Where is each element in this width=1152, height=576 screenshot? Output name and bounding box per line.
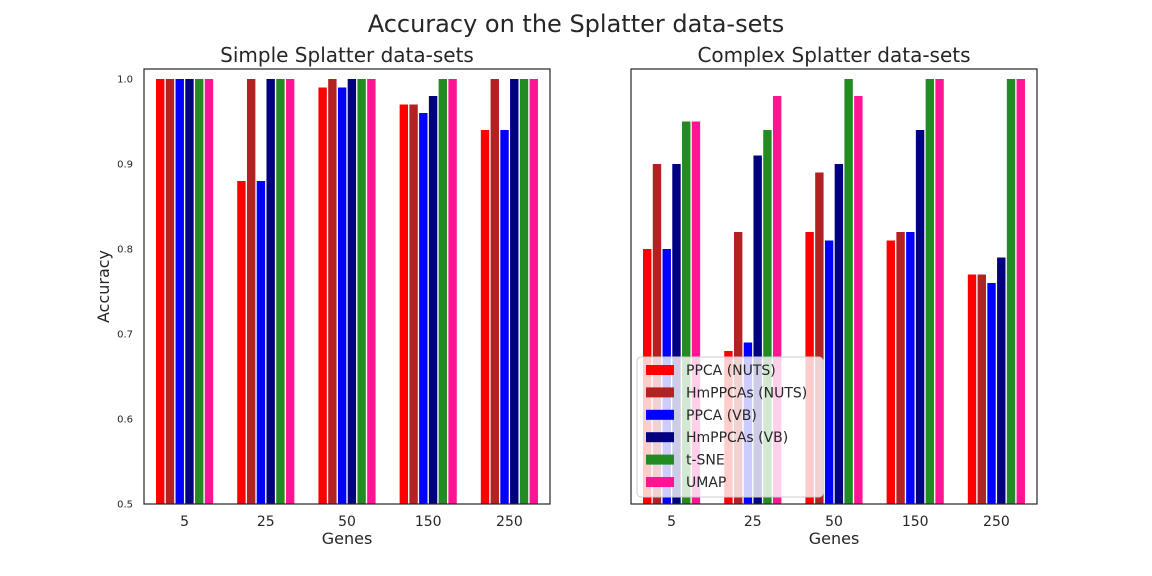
bar-panel2-series5-25	[763, 130, 772, 504]
legend-label-2: HmPPCAs (NUTS)	[686, 385, 807, 401]
bar-panel1-series5-150	[438, 79, 448, 504]
legend-swatch-2	[646, 387, 674, 398]
bar-panel1-series5-25	[276, 79, 285, 504]
bar-panel1-series6-150	[448, 79, 457, 504]
legend-label-6: UMAP	[686, 475, 726, 491]
bar-panel1-series3-25	[256, 181, 266, 504]
bar-panel2-series5-150	[925, 79, 935, 504]
bar-panel1-series1-150	[399, 104, 409, 504]
bar-panel2-series2-5	[652, 164, 662, 504]
bar-panel1-series6-25	[285, 79, 295, 504]
bar-panel1-series4-50	[347, 79, 357, 504]
bar-panel2-series3-150	[906, 232, 915, 504]
x-axis-label-1: Genes	[322, 529, 373, 548]
x-tick-label-1-5: 5	[180, 514, 189, 530]
bar-panel2-series6-150	[935, 79, 944, 504]
x-tick-label-1-25: 25	[257, 514, 275, 530]
legend-swatch-4	[646, 432, 674, 443]
bar-panel1-series3-250	[500, 130, 509, 504]
bar-panel2-series6-250	[1016, 79, 1025, 504]
bar-panel1-series2-250	[490, 79, 499, 504]
bar-panel1-series3-5	[175, 79, 184, 504]
x-tick-label-2-50: 50	[825, 514, 843, 530]
bar-panel2-series4-50	[834, 164, 844, 504]
bar-panel1-series4-25	[266, 79, 275, 504]
x-tick-label-1-250: 250	[496, 514, 523, 530]
legend-label-5: t-SNE	[686, 453, 725, 469]
bar-panel2-series5-50	[844, 79, 853, 504]
bar-panel1-series2-25	[246, 79, 256, 504]
bar-panel2-series6-5	[691, 121, 701, 504]
bar-panel1-series3-50	[337, 87, 347, 504]
x-tick-label-1-150: 150	[415, 514, 442, 530]
legend-label-4: HmPPCAs (VB)	[686, 430, 788, 446]
bar-panel1-series1-250	[480, 130, 490, 504]
panel-1: Simple Splatter data-sets 5 25 50 150 250 Gene…	[94, 43, 551, 548]
y-axis-label-1: Accuracy	[94, 250, 113, 323]
legend-swatch-3	[646, 409, 674, 420]
x-tick-label-2-5: 5	[667, 514, 676, 530]
legend-label-1: PPCA (NUTS)	[686, 363, 776, 379]
x-tick-label-2-25: 25	[744, 514, 762, 530]
x-tick-label-2-250: 250	[983, 514, 1010, 530]
panel-title-1: Simple Splatter data-sets	[220, 43, 474, 67]
x-axis-label-2: Genes	[809, 529, 860, 548]
bar-panel2-series2-150	[896, 232, 905, 504]
x-tick-label-1-50: 50	[338, 514, 356, 530]
bar-panel1-series1-50	[318, 87, 327, 504]
bar-panel1-series6-5	[204, 79, 214, 504]
bar-panel2-series4-150	[915, 130, 925, 504]
legend: PPCA (NUTS) HmPPCAs (NUTS) PPCA (VB) HmPPCA…	[636, 356, 824, 498]
y-tick-label-1-0.8: 0.8	[117, 245, 133, 256]
bar-panel1-series2-50	[328, 79, 337, 504]
y-tick-label-1-0.7: 0.7	[117, 330, 133, 341]
bar-panel2-series2-250	[977, 274, 986, 504]
bar-panel1-series5-5	[195, 79, 204, 504]
bar-panel1-series4-250	[510, 79, 519, 504]
bar-panel1-series3-150	[419, 113, 428, 504]
figure-title: Accuracy on the Splatter data-sets	[368, 10, 785, 38]
y-tick-label-1-1.0: 1.0	[117, 75, 133, 86]
bar-panel1-series4-5	[185, 79, 194, 504]
bar-panel1-series1-25	[237, 181, 246, 504]
bar-panel2-series6-50	[854, 96, 863, 504]
bar-panel1-series2-150	[409, 104, 418, 504]
bar-panel2-series1-250	[967, 274, 977, 504]
x-tick-label-2-150: 150	[902, 514, 929, 530]
panel-title-2: Complex Splatter data-sets	[697, 43, 970, 67]
y-tick-label-1-0.5: 0.5	[117, 500, 133, 511]
legend-swatch-5	[646, 454, 674, 465]
bar-panel2-series3-250	[987, 283, 996, 504]
bar-panel2-series4-250	[997, 257, 1006, 504]
bar-panel1-series4-150	[428, 96, 438, 504]
legend-swatch-6	[646, 477, 674, 487]
bar-panel2-series5-250	[1006, 79, 1016, 504]
bar-panel1-series6-50	[367, 79, 376, 504]
plot-frame-1	[143, 68, 551, 505]
bar-panel2-series4-5	[672, 164, 681, 504]
bar-panel1-series5-50	[357, 79, 366, 504]
bar-panel2-series1-150	[886, 240, 896, 504]
plot-frame-2	[630, 68, 1038, 505]
bar-panel1-series5-250	[519, 79, 529, 504]
bar-panel1-series1-5	[156, 79, 165, 504]
legend-label-3: PPCA (VB)	[686, 408, 757, 424]
bar-panel1-series2-5	[165, 79, 175, 504]
y-tick-label-1-0.6: 0.6	[117, 415, 133, 426]
bar-panel2-series3-50	[824, 240, 834, 504]
legend-swatch-1	[646, 365, 674, 375]
bar-panel2-series6-25	[772, 96, 782, 504]
bar-panel2-series2-50	[815, 172, 824, 504]
bar-panel2-series4-25	[753, 155, 762, 504]
bar-panel1-series6-250	[529, 79, 538, 504]
y-tick-label-1-0.9: 0.9	[117, 160, 133, 171]
bar-panel2-series5-5	[682, 121, 691, 504]
legend-box	[636, 356, 824, 498]
